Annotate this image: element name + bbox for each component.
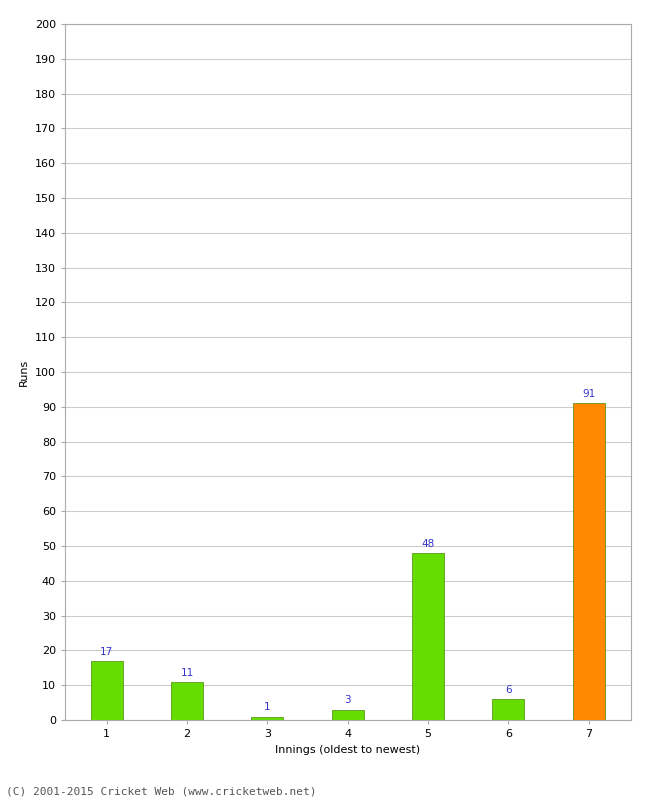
Text: (C) 2001-2015 Cricket Web (www.cricketweb.net): (C) 2001-2015 Cricket Web (www.cricketwe… — [6, 786, 317, 796]
Bar — [91, 661, 123, 720]
Text: 6: 6 — [505, 685, 512, 695]
Text: 1: 1 — [264, 702, 271, 712]
Bar — [171, 682, 203, 720]
X-axis label: Innings (oldest to newest): Innings (oldest to newest) — [275, 745, 421, 754]
Bar — [492, 699, 525, 720]
Bar — [332, 710, 364, 720]
Text: 17: 17 — [100, 646, 113, 657]
Text: 48: 48 — [421, 538, 435, 549]
Text: 3: 3 — [344, 695, 351, 706]
Bar — [252, 717, 283, 720]
Text: 91: 91 — [582, 389, 595, 399]
Bar — [412, 553, 444, 720]
Y-axis label: Runs: Runs — [20, 358, 29, 386]
Bar — [573, 403, 604, 720]
Text: 11: 11 — [181, 667, 194, 678]
